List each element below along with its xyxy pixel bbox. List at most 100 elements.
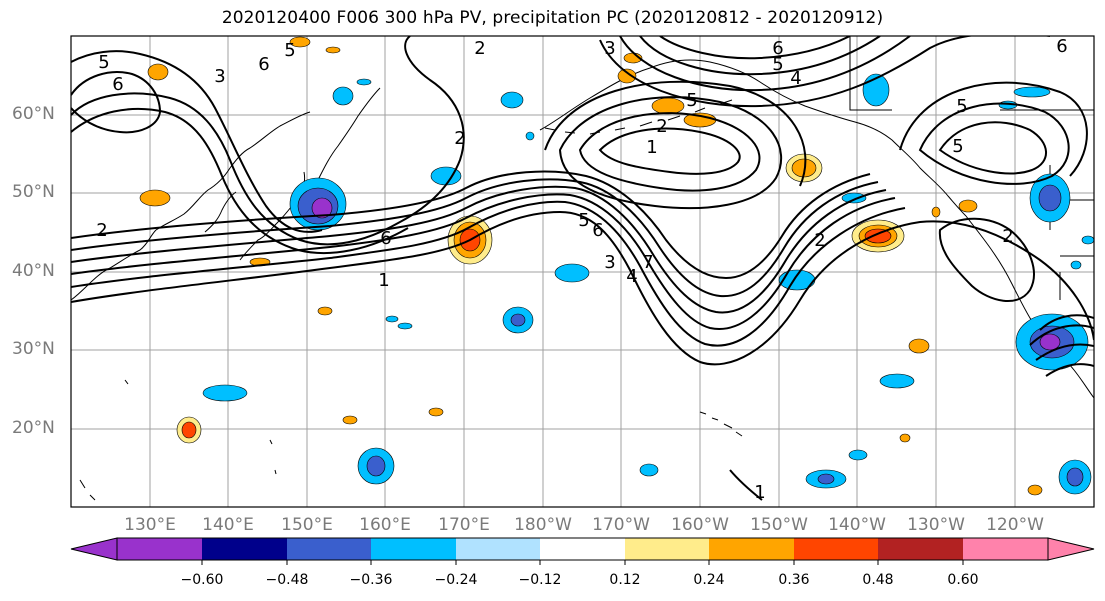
colorbar-swatch: [456, 538, 540, 560]
contour-label: 5: [772, 54, 783, 75]
lon-label-180w: 180°W: [514, 515, 572, 535]
pv-contour-north-4: [599, 36, 1050, 108]
lon-label-150w: 150°W: [750, 515, 808, 535]
neg-patch: [848, 449, 868, 461]
contour-labels: 5 6 3 5 6 2 3 6 5 4 6 5 2 2 1 5 2 6 1 5 …: [96, 36, 1067, 503]
pv-contour-north-1: [659, 36, 851, 60]
contour-label: 2: [1002, 226, 1013, 247]
colorbar-tick-label: 0.12: [609, 572, 641, 588]
pv-contour-na-2: [938, 217, 1035, 303]
coast-hawaii: [699, 411, 743, 437]
lon-label-160w: 160°W: [671, 515, 729, 535]
colorbar-swatch: [963, 538, 1048, 560]
neg-patch: [1039, 333, 1061, 351]
lon-label-140w: 140°W: [828, 515, 886, 535]
neg-patch: [202, 384, 248, 402]
contour-label: 4: [790, 68, 801, 89]
neg-patch: [1038, 184, 1062, 212]
pos-patch: [864, 228, 892, 244]
contour-label: 2: [474, 38, 485, 59]
contour-label: 6: [380, 228, 391, 249]
contour-label: 5: [578, 210, 589, 231]
lon-label-150e: 150°E: [281, 515, 333, 535]
colorbar-swatch: [878, 538, 963, 560]
pv-contour-2-south: [71, 200, 906, 347]
pos-patch: [317, 306, 333, 316]
contour-label: 6: [1056, 36, 1067, 57]
contour-label: 6: [258, 54, 269, 75]
neg-patch: [525, 131, 535, 141]
pos-patch: [289, 36, 311, 48]
colorbar-tick-label: 0.48: [862, 572, 894, 588]
colorbar-tick-label: −0.24: [434, 572, 478, 588]
lat-label-30n: 30°N: [12, 339, 55, 359]
neg-patch: [1070, 260, 1082, 270]
pv-contour-high-northeast-1: [938, 121, 1047, 175]
pos-patch: [428, 407, 444, 417]
pv-contour-low-aleutian-1: [598, 127, 741, 175]
neg-patch: [1081, 235, 1094, 245]
contour-label: 5: [686, 90, 697, 111]
pv-contour-low-aleutian-2: [578, 112, 761, 192]
contour-label: 1: [646, 137, 657, 158]
lat-label-50n: 50°N: [12, 182, 55, 202]
colorbar-extend-left: [70, 537, 118, 561]
colorbar: [70, 537, 1095, 565]
pos-patch: [1027, 484, 1043, 496]
map-frame: [70, 35, 1095, 508]
pv-contour-5-south: [71, 178, 879, 298]
pos-patch: [147, 63, 169, 81]
colorbar-tick-label: 0.36: [778, 572, 810, 588]
neg-patch: [356, 78, 372, 86]
neg-patch: [397, 322, 413, 330]
contour-label: 6: [772, 38, 783, 59]
coast-islands: [79, 379, 277, 501]
colorbar-tick-label: −0.12: [518, 572, 562, 588]
pos-patch: [958, 199, 978, 213]
contour-label: 2: [454, 128, 465, 149]
lon-label-140e: 140°E: [202, 515, 254, 535]
map-title: 2020120400 F006 300 hPa PV, precipitatio…: [221, 8, 884, 28]
contour-label: 6: [112, 74, 123, 95]
lat-label-20n: 20°N: [12, 418, 55, 438]
contour-label: 5: [98, 52, 109, 73]
pv-contour-6-south: [71, 170, 871, 280]
contour-label: 1: [754, 482, 765, 503]
colorbar-swatch: [202, 538, 287, 560]
pv-contours: [71, 36, 1094, 501]
pos-patch: [899, 433, 911, 443]
colorbar-ticks: [201, 560, 964, 565]
contour-label: 5: [284, 40, 295, 61]
pv-contour-low-aleutian-3: [558, 96, 783, 210]
colorbar-swatch: [709, 538, 794, 560]
pv-contour-4-south: [71, 185, 887, 314]
pos-patch: [181, 421, 197, 439]
colorbar-swatch: [117, 538, 202, 560]
coast-asia: [71, 111, 311, 301]
border-alaska-canada: [849, 36, 892, 111]
pv-contour-6-northwest: [71, 71, 162, 134]
pv-contour-low-aleutian-4: [544, 80, 807, 187]
contour-label: 3: [604, 252, 615, 273]
contour-label: 3: [214, 66, 225, 87]
pv-contour-1-south-small: [729, 469, 763, 501]
colorbar-extend-right: [1047, 537, 1095, 561]
pos-patch: [325, 46, 341, 54]
coast-na-west: [965, 215, 1094, 399]
contour-label: 4: [626, 266, 637, 287]
contour-label: 2: [96, 220, 107, 241]
contour-label: 5: [956, 96, 967, 117]
neg-patch: [841, 192, 867, 204]
contour-label: 6: [592, 220, 603, 241]
neg-patch: [332, 86, 354, 106]
pos-patch: [651, 97, 685, 115]
lon-label-160e: 160°E: [359, 515, 411, 535]
pos-patch: [342, 415, 358, 425]
lat-label-60n: 60°N: [12, 104, 55, 124]
contour-label: 7: [642, 252, 653, 273]
colorbar-swatch: [794, 538, 878, 560]
pos-patch: [139, 189, 171, 207]
neg-patch: [639, 463, 659, 477]
neg-patch: [385, 315, 399, 323]
